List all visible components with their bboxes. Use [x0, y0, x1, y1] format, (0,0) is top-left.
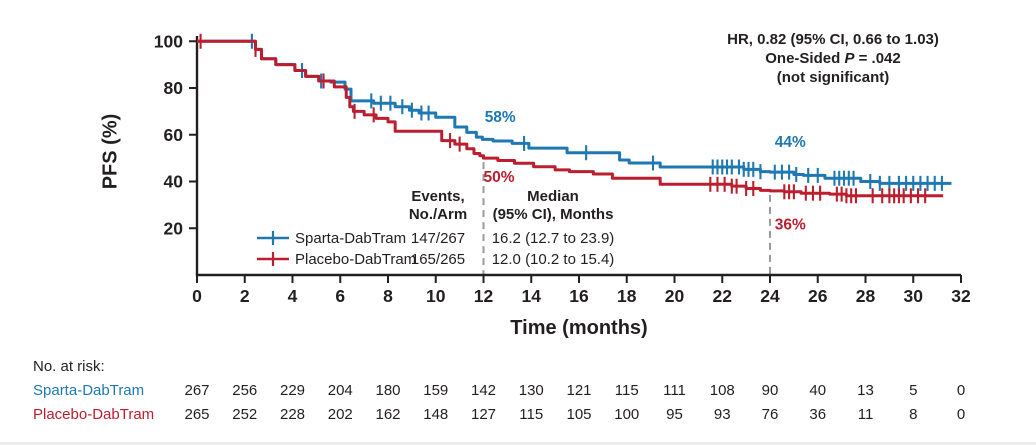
risk-count: 256 [232, 382, 258, 399]
x-tick-label-14: 14 [522, 286, 542, 306]
placebo-legend-key-icon [257, 252, 289, 266]
risk-count: 127 [470, 406, 497, 423]
x-tick-label-2: 2 [240, 286, 250, 306]
hr-line: HR, 0.82 (95% CI, 0.66 to 1.03) [727, 31, 939, 48]
x-tick-label-30: 30 [904, 286, 924, 306]
x-tick-label-26: 26 [808, 286, 828, 306]
survival-pct-label-44: 44% [775, 134, 806, 151]
x-tick-label-8: 8 [383, 286, 393, 306]
risk-count: 159 [423, 382, 449, 399]
risk-count: 265 [184, 406, 210, 423]
risk-count: 229 [279, 382, 306, 399]
risk-count: 204 [327, 382, 353, 399]
sparta-median-value: 16.2 (12.7 to 23.9) [491, 230, 615, 247]
km-curve-placebo [197, 39, 944, 198]
x-tick-label-16: 16 [569, 286, 589, 306]
risk-count: 5 [909, 382, 918, 399]
y-axis-title: PFS (%) [99, 113, 122, 190]
risk-count: 162 [375, 406, 401, 423]
y-tick-label-40: 40 [164, 172, 184, 192]
y-tick-label-80: 80 [164, 78, 184, 98]
risk-count: 36 [809, 406, 827, 423]
risk-count: 267 [184, 382, 210, 399]
survival-pct-label-58: 58% [485, 109, 516, 126]
risk-count: 76 [761, 406, 779, 423]
risk-count: 105 [566, 406, 592, 423]
risk-count: 121 [566, 382, 592, 399]
survival-pct-label-36: 36% [775, 217, 806, 234]
y-tick-label-60: 60 [164, 125, 184, 145]
risk-count: 148 [423, 406, 449, 423]
placebo-events-value: 165/265 [410, 251, 466, 268]
x-tick-label-10: 10 [426, 286, 446, 306]
sparta-legend-key-icon [257, 231, 289, 245]
x-tick-label-12: 12 [474, 286, 494, 306]
x-tick-label-28: 28 [856, 286, 876, 306]
risk-count: 90 [761, 382, 779, 399]
x-tick-label-24: 24 [760, 286, 780, 306]
risk-count: 115 [519, 406, 544, 423]
risk-count: 11 [857, 406, 874, 423]
y-tick-label-20: 20 [164, 218, 184, 238]
placebo-median-value: 12.0 (10.2 to 15.4) [491, 251, 615, 268]
legend-label-placebo: Placebo-DabTram [295, 251, 417, 268]
risk-count: 13 [857, 382, 874, 399]
risk-count: 228 [279, 406, 306, 423]
risk-count: 130 [518, 382, 544, 399]
events-column-header: Events, No./Arm [408, 188, 468, 223]
x-tick-label-22: 22 [713, 286, 733, 306]
legend-label-sparta: Sparta-DabTram [295, 230, 407, 247]
survival-pct-label-50: 50% [484, 169, 515, 186]
risk-count: 202 [327, 406, 353, 423]
x-tick-label-0: 0 [192, 286, 202, 306]
risk-count: 180 [375, 382, 401, 399]
x-tick-label-4: 4 [288, 286, 298, 306]
x-tick-label-18: 18 [617, 286, 637, 306]
risk-count: 142 [470, 382, 497, 399]
risk-count: 115 [614, 382, 639, 399]
risk-count: 100 [614, 406, 640, 423]
bottom-edge-divider [0, 442, 1036, 445]
hr-stats-annotation: HR, 0.82 (95% CI, 0.66 to 1.03) One-Side… [683, 30, 983, 87]
risk-count: 108 [709, 382, 735, 399]
y-tick-label-100: 100 [154, 31, 183, 51]
median-column-header: Median (95% CI), Months [492, 188, 614, 223]
risk-count: 0 [956, 382, 966, 399]
significance-line: (not significant) [776, 69, 890, 86]
risk-count: 252 [232, 406, 258, 423]
risk-count: 111 [663, 382, 686, 399]
risk-row-label-sparta: Sparta-DabTram [33, 382, 145, 399]
risk-count: 93 [713, 406, 731, 423]
risk-count: 95 [666, 406, 683, 423]
risk-count: 0 [956, 406, 966, 423]
x-tick-label-20: 20 [665, 286, 685, 306]
x-axis-title: Time (months) [510, 317, 648, 339]
risk-table-title: No. at risk: [33, 358, 105, 375]
risk-count: 8 [909, 406, 918, 423]
risk-row-label-placebo: Placebo-DabTram [33, 406, 155, 423]
risk-count: 40 [809, 382, 827, 399]
x-tick-label-32: 32 [951, 286, 971, 306]
sparta-events-value: 147/267 [410, 230, 466, 247]
x-tick-label-6: 6 [335, 286, 345, 306]
pvalue-line: One-Sided P = .042 [765, 50, 901, 67]
km-plot-canvas: 0 2 4 6 8 10 12 14 16 18 20 22 24 26 28 30 3220406080100… [154, 31, 971, 306]
